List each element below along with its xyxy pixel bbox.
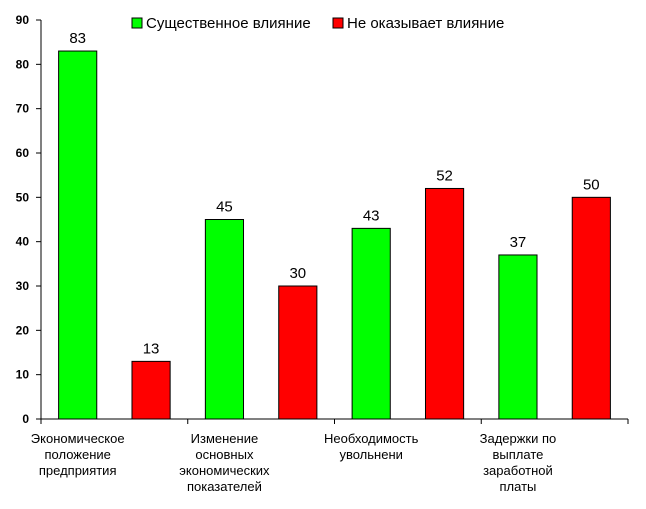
category-label: Необходимость увольнени	[324, 431, 419, 462]
data-label: 50	[583, 176, 600, 193]
data-label: 45	[216, 199, 233, 216]
legend-swatch	[332, 17, 344, 29]
y-tick-label: 10	[16, 368, 30, 382]
legend-label: Существенное влияние	[146, 15, 311, 32]
bar	[498, 254, 538, 420]
category-label: Задержки по выплате заработной платы	[480, 431, 557, 494]
bar	[204, 219, 245, 420]
y-tick-label: 80	[16, 57, 30, 71]
bar	[424, 187, 465, 420]
y-tick-label: 70	[16, 102, 30, 116]
bars	[58, 50, 611, 420]
y-tick-label: 0	[22, 412, 29, 426]
data-label: 30	[289, 265, 306, 282]
y-tick-label: 60	[16, 146, 30, 160]
bar	[58, 50, 98, 420]
data-label: 43	[363, 207, 380, 224]
legend-swatch	[131, 17, 143, 29]
bar	[351, 227, 391, 420]
data-label: 13	[143, 340, 160, 357]
data-label: 52	[436, 167, 453, 184]
data-labels: 83 45 43 37 13 30 52 50	[69, 30, 599, 357]
y-tick-label: 30	[16, 279, 30, 293]
category-label: Изменение основных экономических показателе…	[179, 431, 270, 494]
bar	[131, 360, 171, 420]
category-label: Экономическое положение предприятия	[31, 431, 125, 478]
bar	[278, 285, 318, 420]
y-tick-label: 90	[16, 13, 30, 27]
legend: Существенное влияние Не оказывает влияние	[131, 15, 504, 32]
y-tick-label: 20	[16, 323, 30, 337]
legend-label: Не оказывает влияние	[347, 15, 504, 32]
data-label: 37	[510, 234, 527, 251]
y-tick-label: 50	[16, 190, 30, 204]
y-tick-label: 40	[16, 235, 30, 249]
data-label: 83	[69, 30, 86, 47]
bar	[571, 196, 611, 420]
category-labels: Экономическое положение предприятия Изменен…	[31, 431, 556, 494]
